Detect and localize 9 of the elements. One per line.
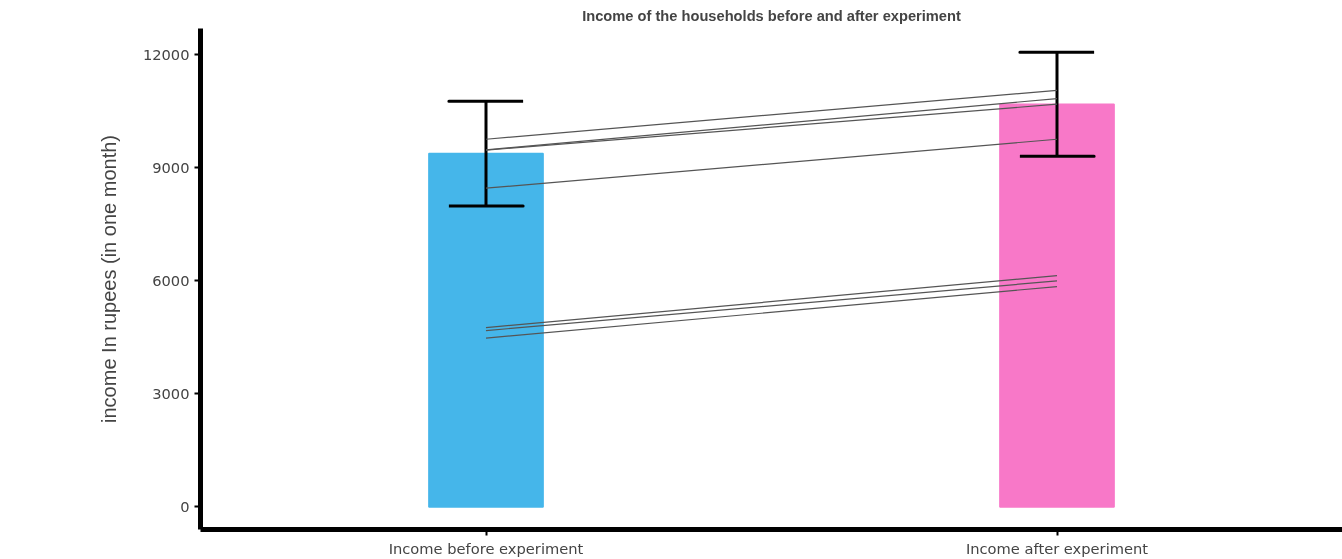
x-tick-label: Income before experiment [388, 539, 584, 557]
y-tick-label: 3000 [152, 384, 190, 402]
y-tick-label: 12000 [142, 45, 190, 63]
x-tick-label: Income after experiment [965, 539, 1149, 557]
y-tick-label: 6000 [152, 271, 190, 289]
y-tick-label: 0 [180, 497, 190, 515]
y-tick-label: 9000 [152, 158, 190, 176]
y-axis-title: income In rupees (in one month) [97, 135, 120, 423]
chart-title: Income of the households before and after experiment [582, 7, 961, 24]
